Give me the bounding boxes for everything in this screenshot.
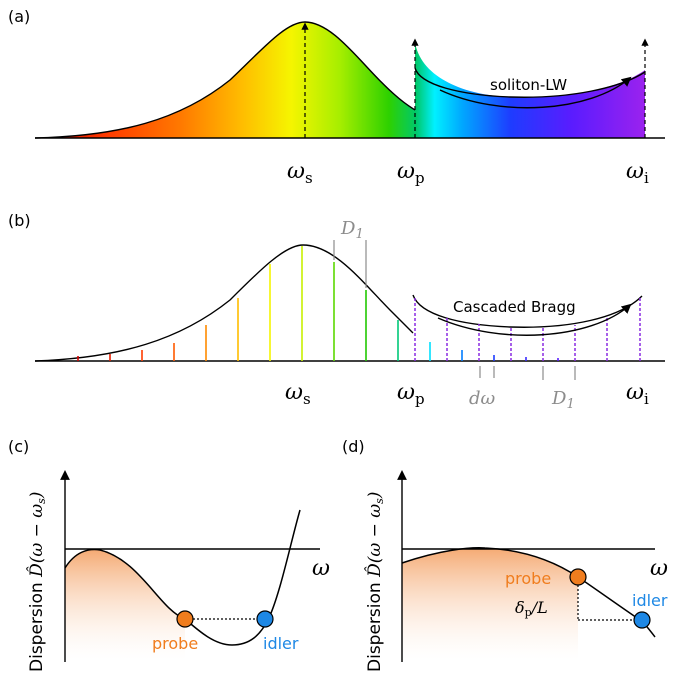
panel-c-x-label: ω [312, 556, 330, 581]
panel-d-fill [402, 547, 578, 660]
panel-a-arc-arrow [439, 76, 632, 109]
panel-a-envelope [34, 21, 416, 139]
panel-d-delta-label: δp/L [515, 598, 548, 619]
panel-b-comb-lines [77, 246, 559, 361]
panel-d-idler-point [633, 611, 651, 629]
panel-d-label: (d) [342, 437, 365, 456]
panel-a: (a) soliton-LW ωs ωp ωi [8, 7, 665, 187]
panel-d-idler-label: idler [632, 591, 668, 610]
panel-b-lw-envelope [412, 294, 643, 328]
panel-d-probe-label: probe [505, 569, 551, 588]
panel-c: (c) probe idler ω Dispersion D̂(ω − ωs) [8, 437, 330, 672]
panel-b-d1-top: D1 [340, 218, 364, 242]
panel-c-idler-label: idler [263, 634, 299, 653]
panel-b-bragg-lines [414, 296, 641, 361]
panel-b-omega-i: ωi [626, 380, 649, 408]
panel-a-omega-s: ωs [287, 159, 313, 187]
panel-c-probe-point [176, 610, 194, 628]
panel-c-probe-label: probe [152, 634, 198, 653]
panel-b-label: (b) [8, 211, 31, 230]
panel-c-idler-point [256, 610, 274, 628]
panel-a-lw-envelope [414, 67, 646, 98]
panel-b-d1-bottom: D1 [551, 388, 575, 412]
panel-a-omega-p: ωp [397, 159, 425, 187]
panel-c-dispersion-curve [64, 509, 301, 646]
panel-a-arc-label: soliton-LW [490, 76, 567, 94]
panel-d-probe-point [569, 568, 587, 586]
panel-b-envelope [34, 244, 414, 362]
panel-b-arc-arrow [437, 303, 632, 336]
panel-b-domega: dω [469, 388, 496, 409]
panel-b-omega-s: ωs [285, 380, 311, 408]
panel-d-x-label: ω [650, 556, 668, 581]
panel-d-y-label: Dispersion D̂(ω − ωs) [365, 492, 386, 672]
panel-b-arc-label: Cascaded Bragg [453, 298, 576, 316]
panel-b: (b) [8, 211, 665, 412]
panel-c-fill [65, 549, 185, 660]
panel-d: (d) probe idler δp/L ω Dispersion D̂(ω −… [342, 437, 668, 672]
panel-b-omega-p: ωp [397, 380, 425, 408]
panel-c-y-label: Dispersion D̂(ω − ωs) [27, 492, 48, 672]
panel-a-omega-i: ωi [626, 159, 649, 187]
panel-c-label: (c) [8, 437, 29, 456]
panel-a-label: (a) [8, 7, 30, 26]
panel-a-spectrum-fill [35, 22, 645, 138]
